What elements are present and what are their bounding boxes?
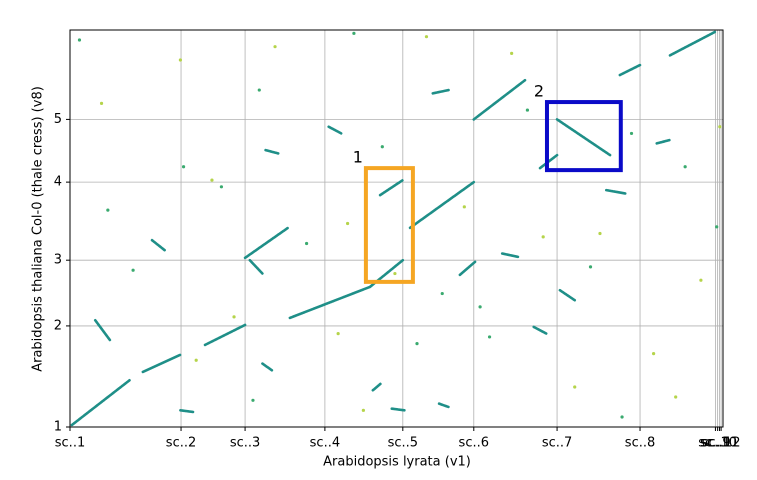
dot bbox=[352, 31, 356, 35]
x-tick-label: sc..5 bbox=[388, 436, 418, 451]
synteny-segment bbox=[390, 407, 406, 412]
plot-frame bbox=[69, 29, 724, 428]
box-label: 2 bbox=[534, 82, 544, 101]
y-tick-label: 3 bbox=[54, 253, 62, 268]
highlight-box bbox=[363, 166, 415, 284]
dot bbox=[510, 51, 514, 55]
dot bbox=[629, 131, 634, 136]
synteny-segment bbox=[150, 238, 166, 252]
dot bbox=[219, 185, 224, 189]
dot bbox=[440, 291, 444, 296]
synteny-segment bbox=[558, 288, 577, 302]
dot bbox=[99, 101, 104, 105]
y-tick-label: 1 bbox=[54, 420, 62, 435]
synteny-segment bbox=[378, 178, 405, 197]
box-label: 1 bbox=[353, 148, 363, 167]
x-tick-label: sc..12 bbox=[702, 436, 741, 451]
synteny-segment bbox=[371, 382, 383, 392]
x-tick-label: sc..9 bbox=[700, 436, 730, 451]
dot bbox=[415, 341, 419, 346]
dot bbox=[194, 358, 198, 362]
x-tick-label: sc..10 bbox=[698, 436, 737, 451]
synteny-segment bbox=[655, 138, 671, 145]
dot bbox=[210, 178, 214, 182]
x-tick-label: sc..2 bbox=[166, 436, 196, 451]
dot bbox=[718, 125, 722, 129]
dot bbox=[424, 35, 429, 39]
synteny-segment bbox=[261, 362, 274, 372]
y-tick-label: 5 bbox=[54, 112, 62, 127]
synteny-segment bbox=[248, 258, 264, 275]
synteny-segment bbox=[408, 180, 476, 230]
y-tick-label: 4 bbox=[54, 175, 62, 190]
synteny-segment bbox=[532, 325, 548, 335]
x-tick-label: sc..8 bbox=[625, 436, 655, 451]
dot bbox=[106, 208, 110, 212]
synteny-segment bbox=[458, 260, 477, 277]
synteny-segment bbox=[288, 285, 372, 320]
synteny-segment bbox=[327, 125, 343, 135]
synteny-segment bbox=[604, 188, 627, 195]
x-tick-label: sc..6 bbox=[459, 436, 489, 451]
dot bbox=[598, 231, 602, 236]
y-tick-label: 2 bbox=[54, 318, 62, 333]
synteny-segment bbox=[93, 318, 112, 342]
dot bbox=[651, 352, 656, 356]
dot bbox=[346, 221, 350, 226]
dot bbox=[181, 165, 186, 169]
dot bbox=[683, 165, 687, 169]
dot bbox=[232, 315, 236, 319]
dot bbox=[257, 88, 261, 92]
dot bbox=[487, 335, 492, 339]
x-tick-label: sc..1 bbox=[55, 436, 85, 451]
dot bbox=[674, 395, 678, 399]
synteny-segment bbox=[431, 88, 450, 95]
x-tick-label: sc..11 bbox=[700, 436, 739, 451]
dot bbox=[380, 145, 384, 149]
synteny-segment bbox=[203, 323, 247, 347]
synteny-segment bbox=[179, 409, 195, 414]
dot bbox=[541, 235, 545, 239]
synteny-segment bbox=[555, 118, 612, 157]
dot bbox=[77, 38, 82, 42]
dot bbox=[131, 268, 135, 272]
dot bbox=[273, 45, 277, 49]
synteny-segment bbox=[668, 30, 717, 57]
dot bbox=[699, 278, 703, 282]
x-tick-label: sc..7 bbox=[542, 436, 572, 451]
dot bbox=[393, 271, 397, 276]
dot bbox=[462, 205, 466, 209]
dot bbox=[478, 305, 482, 309]
synteny-segment bbox=[141, 353, 182, 374]
highlight-box bbox=[544, 100, 623, 173]
dot bbox=[588, 265, 593, 269]
dot bbox=[361, 408, 365, 412]
y-axis-label: Arabidopsis thaliana Col-0 (thale cress)… bbox=[31, 86, 46, 372]
dot bbox=[525, 108, 530, 112]
synteny-segment bbox=[264, 148, 280, 155]
synteny-segment bbox=[243, 226, 290, 260]
dot bbox=[251, 398, 255, 402]
dot bbox=[336, 331, 340, 336]
synteny-segment bbox=[500, 252, 520, 259]
x-axis-label: Arabidopsis lyrata (v1) bbox=[323, 455, 471, 470]
synteny-segment bbox=[437, 402, 450, 409]
dot bbox=[178, 58, 183, 62]
synteny-segment bbox=[70, 378, 132, 427]
dot bbox=[304, 241, 309, 246]
dot bbox=[715, 225, 719, 229]
x-tick-label: sc..3 bbox=[230, 436, 260, 451]
dot bbox=[573, 385, 577, 389]
synteny-segment bbox=[618, 63, 642, 77]
x-tick-label: sc..4 bbox=[310, 436, 340, 451]
synteny-segment bbox=[472, 78, 527, 121]
dot bbox=[620, 415, 624, 419]
